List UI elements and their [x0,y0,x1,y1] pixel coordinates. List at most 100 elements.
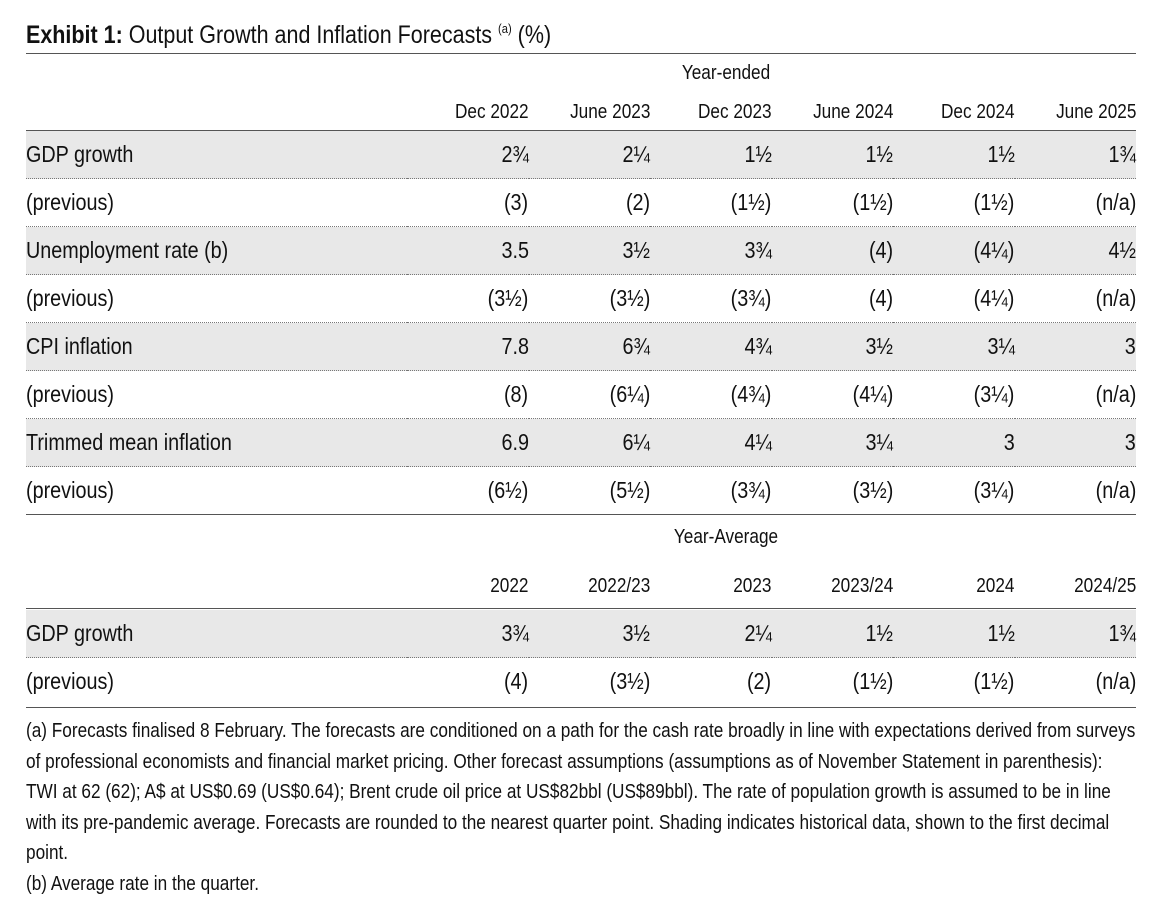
table-cell: 2¼ [528,131,650,179]
table-cell: (1½) [893,178,1015,227]
table-cell: (4) [771,226,893,275]
table-cell: 1¾ [1014,131,1136,179]
column-header: 2024/25 [1073,574,1136,597]
table-cell: (6¼) [528,370,650,419]
table-cell: (3¼) [893,370,1015,419]
table-cell: (1½) [973,668,1015,694]
table-cell: (n/a) [1095,477,1136,503]
row-label: CPI inflation [26,322,407,371]
table-cell: 1½ [893,610,1015,658]
table-cell: 3½ [528,226,650,275]
bottom-rule [26,707,1136,708]
section1-column-headers: Dec 2022 June 2023 Dec 2023 June 2024 Dec 20… [26,99,1136,125]
table-row: (previous) (3) (2) (1½) (1½) (1½) (n/a) [26,178,1136,227]
section1-table: GDP growth 2¾ 2¼ 1½ 1½ 1½ 1¾ (previous) (3) (2) (1… [26,131,1136,514]
table-cell: (3½) [528,274,650,323]
section2-table: GDP growth 3¾ 3½ 2¼ 1½ 1½ 1¾ (previous) (4) (3½)(… [26,610,1136,705]
table-cell: (4) [504,668,529,694]
table-cell: 4½ [1014,226,1136,275]
table-cell: 3¾ [407,610,529,658]
row-label: (previous) [26,477,114,503]
table-cell: 6¼ [528,418,650,467]
column-header: Dec 2023 [697,100,772,123]
table-cell: (3½) [609,668,650,694]
column-header: June 2025 [1055,100,1136,123]
column-header: June 2024 [812,100,893,123]
table-row: CPI inflation 7.8 6¾ 4¾ 3½ 3¼ 3 [26,322,1136,371]
table-cell: 4¾ [650,322,772,371]
table-cell: (8) [407,370,529,419]
table-cell: (3¾) [730,477,772,503]
table-cell: (1½) [650,178,772,227]
table-cell: (n/a) [1095,668,1136,694]
group-header-year-average: Year-Average [673,526,779,548]
header-row: Dec 2022 June 2023 Dec 2023 June 2024 Dec 20… [26,99,1136,125]
table-row: (previous) (3½) (3½) (3¾) (4) (4¼) (n/a) [26,274,1136,323]
section1-header-rule [26,130,1136,131]
column-header: June 2023 [569,100,650,123]
title-footnote-ref: (a) [498,21,512,36]
table-cell: 7.8 [407,322,529,371]
table-cell: 1¾ [1014,610,1136,658]
table-cell: (1½) [771,178,893,227]
table-cell: 2¼ [650,610,772,658]
table-cell: (2) [747,668,772,694]
table-cell: (4¼) [771,370,893,419]
row-label: Trimmed mean inflation [26,418,407,467]
table-row: (previous) (8) (6¼) (4¾) (4¼) (3¼) (n/a) [26,370,1136,419]
title-text: Output Growth and Inflation Forecasts [128,21,493,49]
table-row: (previous) (4) (3½) (2) (1½) (1½) (n/a) [26,658,1136,706]
table-cell: 1½ [893,131,1015,179]
table-cell: 3¼ [893,322,1015,371]
table-cell: (3½) [852,477,893,503]
column-header: 2023/24 [830,574,893,597]
row-label: (previous) [26,178,407,227]
exhibit-number: Exhibit 1: [26,21,123,49]
table-cell: 3 [1014,322,1136,371]
table-cell: 3¼ [771,418,893,467]
table-cell: 1½ [771,131,893,179]
table-cell: 3¾ [650,226,772,275]
table-cell: 3½ [528,610,650,658]
column-header: 2024 [976,574,1015,597]
row-label: GDP growth [26,131,407,179]
table-cell: 3 [1014,418,1136,467]
footnote-a: (a) Forecasts finalised 8 February. The … [26,720,1136,864]
table-cell: (4) [771,274,893,323]
section2-header-rule [26,608,1136,609]
exhibit-title: Exhibit 1: Output Growth and Inflation F… [26,14,551,50]
table-cell: (4¾) [650,370,772,419]
table-row: GDP growth 2¾ 2¼ 1½ 1½ 1½ 1¾ [26,131,1136,179]
table-cell: (2) [528,178,650,227]
table-row: Unemployment rate (b) 3.5 3½ 3¾ (4) (4¼) 4½ [26,226,1136,275]
table-cell: 3.5 [407,226,529,275]
title-unit: (%) [517,21,552,49]
column-header: 2022 [490,574,529,597]
section2-column-headers: 2022 2022/23 2023 2023/24 2024 2024/25 [26,573,1136,599]
table-cell: (6½) [487,477,529,503]
table-cell: (4¼) [893,226,1015,275]
table-cell: 1½ [650,131,772,179]
table-cell: 1½ [771,610,893,658]
table-cell: (5½) [609,477,650,503]
group-header-year-ended: Year-ended [681,62,771,84]
footnotes: (a) Forecasts finalised 8 February. The … [26,716,1136,899]
table-cell: 2¾ [407,131,529,179]
table-cell: (1½) [852,668,893,694]
column-header: Dec 2024 [940,100,1015,123]
header-row: 2022 2022/23 2023 2023/24 2024 2024/25 [26,573,1136,599]
table-cell: (3½) [407,274,529,323]
table-cell: (n/a) [1014,274,1136,323]
row-label: (previous) [26,370,407,419]
table-cell: 6.9 [407,418,529,467]
table-row: (previous) (6½) (5½) (3¾) (3½) (3¼) (n/a) [26,467,1136,515]
footnote-b: (b) Average rate in the quarter. [26,872,259,895]
table-cell: (3¾) [650,274,772,323]
table-cell: (4¼) [893,274,1015,323]
table-cell: 4¼ [650,418,772,467]
table-row: GDP growth 3¾ 3½ 2¼ 1½ 1½ 1¾ [26,610,1136,658]
table-cell: (3¼) [973,477,1015,503]
row-label: (previous) [26,668,114,694]
row-label: Unemployment rate (b) [26,226,407,275]
row-label: (previous) [26,274,407,323]
